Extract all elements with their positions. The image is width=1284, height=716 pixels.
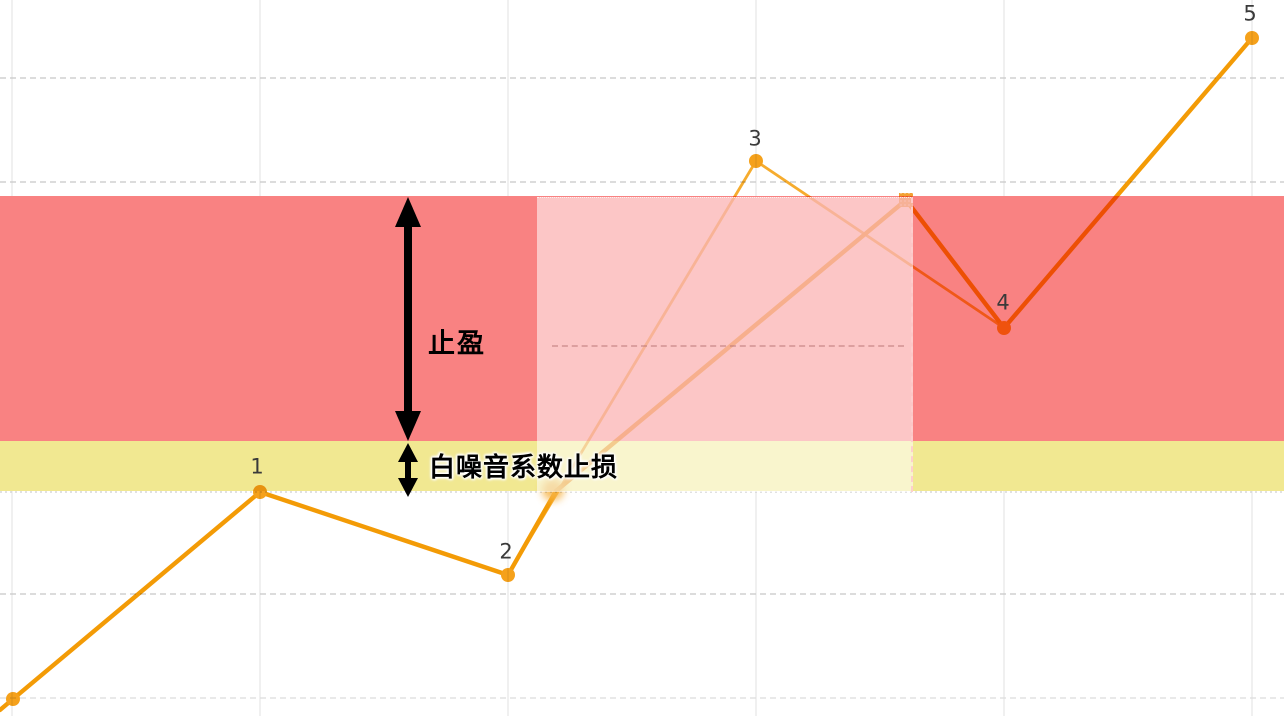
stop-loss-range-arrow <box>398 443 418 497</box>
point-label-4: 4 <box>996 290 1010 315</box>
stop-loss-label: 白噪音系数止损 <box>429 453 619 483</box>
point-label-1: 1 <box>250 454 264 479</box>
highlight-midline <box>551 345 904 347</box>
point-marker <box>6 692 20 706</box>
point-marker <box>501 568 515 582</box>
take-profit-label: 止盈 <box>428 328 486 360</box>
point-marker <box>997 321 1011 335</box>
take-profit-range-arrow <box>395 197 421 441</box>
point-label-2: 2 <box>499 539 513 564</box>
point-marker <box>749 154 763 168</box>
point-label-5: 5 <box>1243 1 1257 26</box>
highlight-region <box>537 197 913 492</box>
point-marker <box>253 485 267 499</box>
trade-path-line <box>0 35 1255 713</box>
point-marker <box>1245 31 1259 45</box>
point-label-3: 3 <box>748 126 762 151</box>
